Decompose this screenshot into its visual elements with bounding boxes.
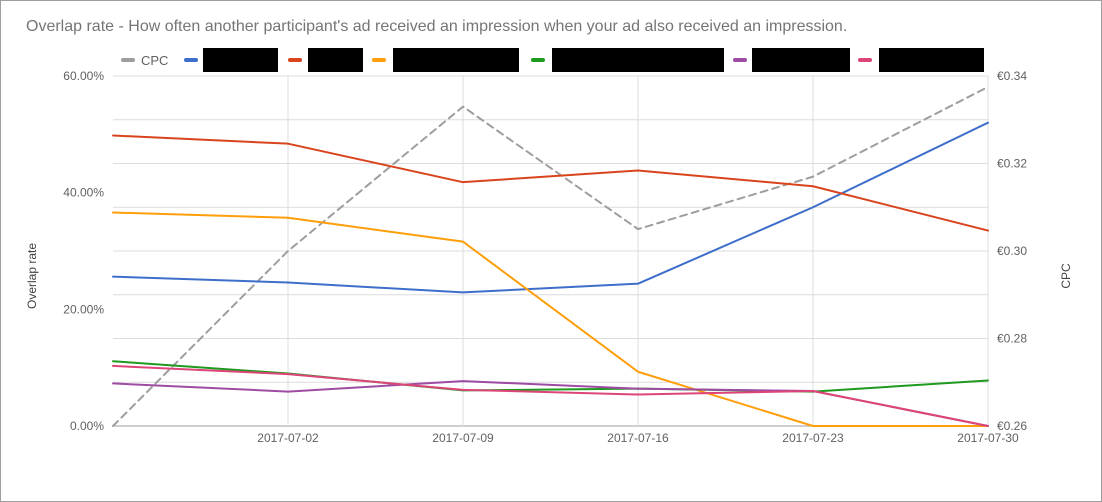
x-tick-label: 2017-07-30 (957, 431, 1019, 445)
legend-redacted-label (879, 48, 984, 72)
legend-redacted-label (393, 48, 519, 72)
series-line-cpc (112, 85, 989, 427)
legend: CPC (121, 48, 984, 72)
x-tick-label: 2017-07-02 (257, 431, 319, 445)
legend-label: CPC (141, 53, 168, 68)
axis-ticks: 0.00% 20.00% 40.00% 60.00% €0.26 €0.28 €0.30 €0… (63, 69, 1027, 445)
series-line-3 (112, 211, 989, 427)
y-tick-label: 20.00% (63, 302, 104, 316)
y2-axis-title: CPC (1059, 263, 1073, 289)
y-tick-label: 60.00% (63, 69, 104, 83)
y2-tick-label: €0.34 (997, 69, 1027, 83)
series-line-6 (112, 364, 989, 427)
grid-lines (113, 75, 989, 427)
y-tick-label: 40.00% (63, 186, 104, 200)
legend-redacted-label (308, 48, 363, 72)
legend-redacted-label (552, 48, 724, 72)
series-lines (112, 85, 989, 427)
y2-tick-label: €0.28 (997, 332, 1027, 346)
x-tick-label: 2017-07-16 (607, 431, 669, 445)
legend-redacted-label (752, 48, 850, 72)
series-line-4 (112, 360, 989, 393)
y2-tick-label: €0.32 (997, 157, 1027, 171)
x-tick-label: 2017-07-23 (782, 431, 844, 445)
y2-tick-label: €0.30 (997, 244, 1027, 258)
series-line-2 (112, 134, 989, 232)
y-axis-title: Overlap rate (25, 243, 39, 309)
y-tick-label: 0.00% (70, 419, 104, 433)
x-tick-label: 2017-07-09 (432, 431, 494, 445)
chart-title: Overlap rate - How often another partici… (26, 18, 848, 35)
y2-tick-label: €0.26 (997, 419, 1027, 433)
legend-redacted-label (203, 48, 278, 72)
